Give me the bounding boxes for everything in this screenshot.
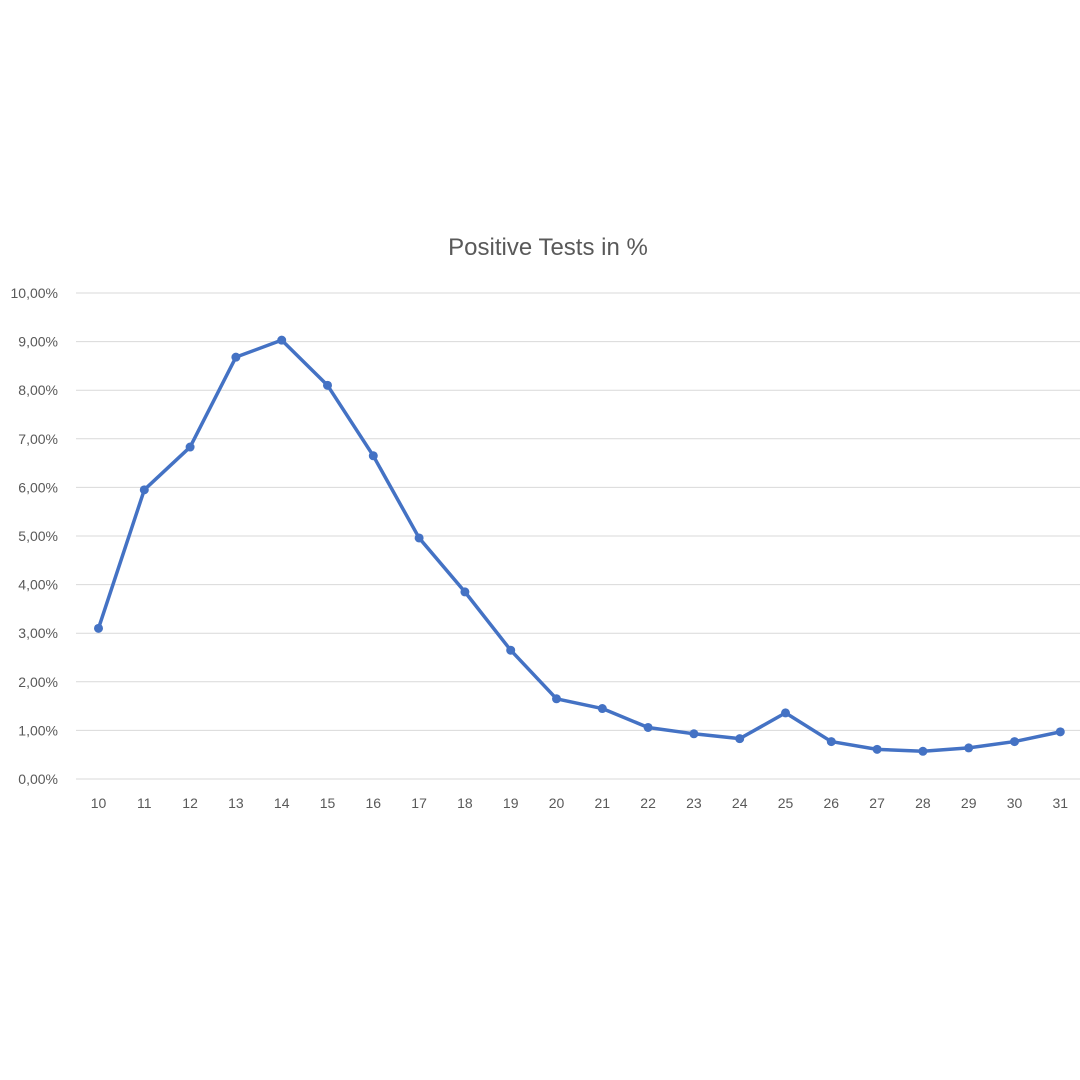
x-tick-label: 26 (824, 795, 840, 811)
data-point (872, 744, 882, 754)
y-tick-label: 3,00% (18, 625, 58, 641)
x-tick-label: 24 (732, 795, 748, 811)
x-axis-tick-labels: 10 11 12 13 14 15 16 17 18 19 20 21 22 23 24 25 26 27 28 29… (91, 795, 1069, 811)
gridlines (76, 292, 1080, 780)
data-point (231, 352, 241, 362)
x-tick-label: 30 (1007, 795, 1023, 811)
data-point (94, 623, 103, 633)
y-tick-label: 8,00% (18, 382, 58, 398)
x-tick-label: 25 (778, 795, 794, 811)
x-tick-label: 15 (320, 795, 336, 811)
data-point (735, 734, 745, 744)
x-tick-label: 27 (869, 795, 885, 811)
x-tick-label: 12 (182, 795, 198, 811)
x-tick-label: 14 (274, 795, 290, 811)
chart-title: Positive Tests in % (448, 234, 648, 261)
series-1 (94, 335, 1065, 756)
data-point (1010, 737, 1019, 747)
data-point (323, 380, 332, 390)
x-tick-label: 10 (91, 795, 107, 811)
x-tick-label: 29 (961, 795, 977, 811)
data-point (185, 442, 195, 452)
data-point (139, 485, 149, 495)
data-point (552, 694, 561, 704)
x-tick-label: 11 (137, 795, 152, 811)
y-tick-label: 5,00% (18, 528, 58, 544)
data-point (277, 335, 287, 345)
x-tick-label: 13 (228, 795, 244, 811)
y-axis-tick-labels: 0,00% 1,00% 2,00% 3,00% 4,00% 5,00% 6,00% 7,00%… (11, 285, 58, 787)
data-point (597, 704, 607, 714)
y-tick-label: 4,00% (18, 577, 58, 593)
y-tick-label: 9,00% (18, 334, 58, 350)
data-point (368, 451, 378, 461)
series-line (96, 338, 1063, 754)
y-tick-label: 6,00% (18, 479, 58, 495)
data-point (414, 533, 424, 543)
x-tick-label: 28 (915, 795, 931, 811)
y-tick-label: 7,00% (18, 431, 58, 447)
x-tick-label: 31 (1053, 795, 1069, 811)
data-point (918, 746, 928, 756)
data-point (506, 645, 516, 655)
x-tick-label: 21 (595, 795, 611, 811)
y-tick-label: 2,00% (18, 674, 58, 690)
x-tick-label: 18 (457, 795, 473, 811)
x-tick-label: 19 (503, 795, 519, 811)
x-tick-label: 20 (549, 795, 565, 811)
data-point (781, 708, 790, 718)
data-point (1055, 727, 1065, 737)
y-tick-label: 0,00% (18, 771, 58, 787)
y-tick-label: 10,00% (11, 285, 58, 301)
data-point (460, 587, 470, 597)
y-tick-label: 1,00% (18, 722, 58, 738)
data-point (643, 722, 653, 732)
x-tick-label: 17 (411, 795, 427, 811)
x-tick-label: 23 (686, 795, 702, 811)
x-tick-label: 22 (640, 795, 656, 811)
data-point (689, 729, 699, 739)
data-point (964, 743, 974, 753)
x-tick-label: 16 (366, 795, 382, 811)
data-point (826, 737, 836, 747)
